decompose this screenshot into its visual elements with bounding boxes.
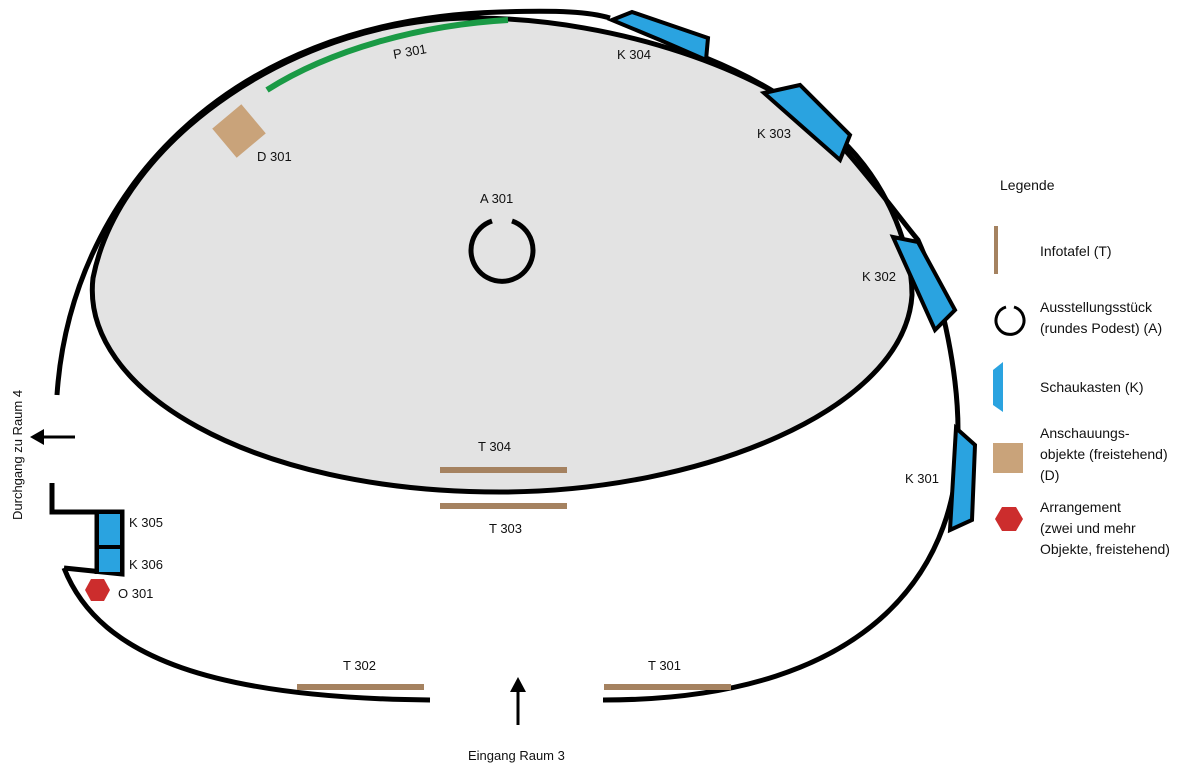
label-k302: K 302: [862, 269, 896, 284]
showcase-k301: [947, 423, 978, 534]
legend-showcase-icon: [993, 362, 1003, 412]
legend-objects-icon: [993, 443, 1023, 473]
label-p301: P 301: [392, 41, 428, 62]
label-t304: T 304: [478, 439, 511, 454]
legend-arrangement-label-1: Arrangement: [1040, 499, 1121, 515]
outer-wall-bottom-left: [61, 567, 431, 703]
label-o301: O 301: [118, 586, 153, 601]
exhibit-a301: [468, 218, 536, 284]
label-t303: T 303: [489, 521, 522, 536]
legend-exhibit-label-1: Ausstellungsstück: [1040, 299, 1153, 315]
label-t302: T 302: [343, 658, 376, 673]
legend-arrangement-icon: [995, 507, 1023, 531]
label-d301: D 301: [257, 149, 292, 164]
legend: Legende Infotafel (T) Ausstellungsstück …: [993, 177, 1170, 557]
outer-wall-left: [54, 8, 611, 396]
legend-objects-label-1: Anschauungs-: [1040, 425, 1130, 441]
legend-arrangement-label-3: Objekte, freistehend): [1040, 541, 1170, 557]
infotafel-t302: [297, 684, 424, 690]
object-d301: [212, 104, 266, 158]
showcase-k304: [606, 9, 711, 63]
legend-exhibit-label-2: (rundes Podest) (A): [1040, 320, 1162, 336]
showcase-k305: [99, 514, 120, 545]
legend-showcase-label: Schaukasten (K): [1040, 379, 1144, 395]
legend-exhibit-icon: [994, 305, 1026, 336]
label-k303: K 303: [757, 126, 791, 141]
legend-objects-label-3: (D): [1040, 467, 1059, 483]
label-k304: K 304: [617, 47, 651, 62]
legend-title: Legende: [1000, 177, 1055, 193]
showcase-k306: [99, 549, 120, 572]
entrance-arrow-icon: [510, 677, 526, 725]
showcase-k303: [759, 82, 853, 164]
showcase-k302: [889, 234, 958, 334]
infotafel-t303: [440, 503, 567, 509]
passage-arrow-icon: [30, 429, 75, 445]
legend-objects-label-2: objekte (freistehend): [1040, 446, 1168, 462]
legend-infotafel-icon: [994, 226, 998, 274]
legend-arrangement-label-2: (zwei und mehr: [1040, 520, 1136, 536]
legend-infotafel-label: Infotafel (T): [1040, 243, 1112, 259]
label-t301: T 301: [648, 658, 681, 673]
panel-p301: [265, 17, 509, 93]
label-entrance: Eingang Raum 3: [468, 748, 565, 763]
label-passage: Durchgang zu Raum 4: [10, 390, 25, 520]
label-a301: A 301: [480, 191, 513, 206]
infotafel-t304: [440, 467, 567, 473]
label-k306: K 306: [129, 557, 163, 572]
label-k301: K 301: [905, 471, 939, 486]
infotafel-t301: [604, 684, 731, 690]
label-k305: K 305: [129, 515, 163, 530]
arrangement-o301: [85, 579, 110, 601]
